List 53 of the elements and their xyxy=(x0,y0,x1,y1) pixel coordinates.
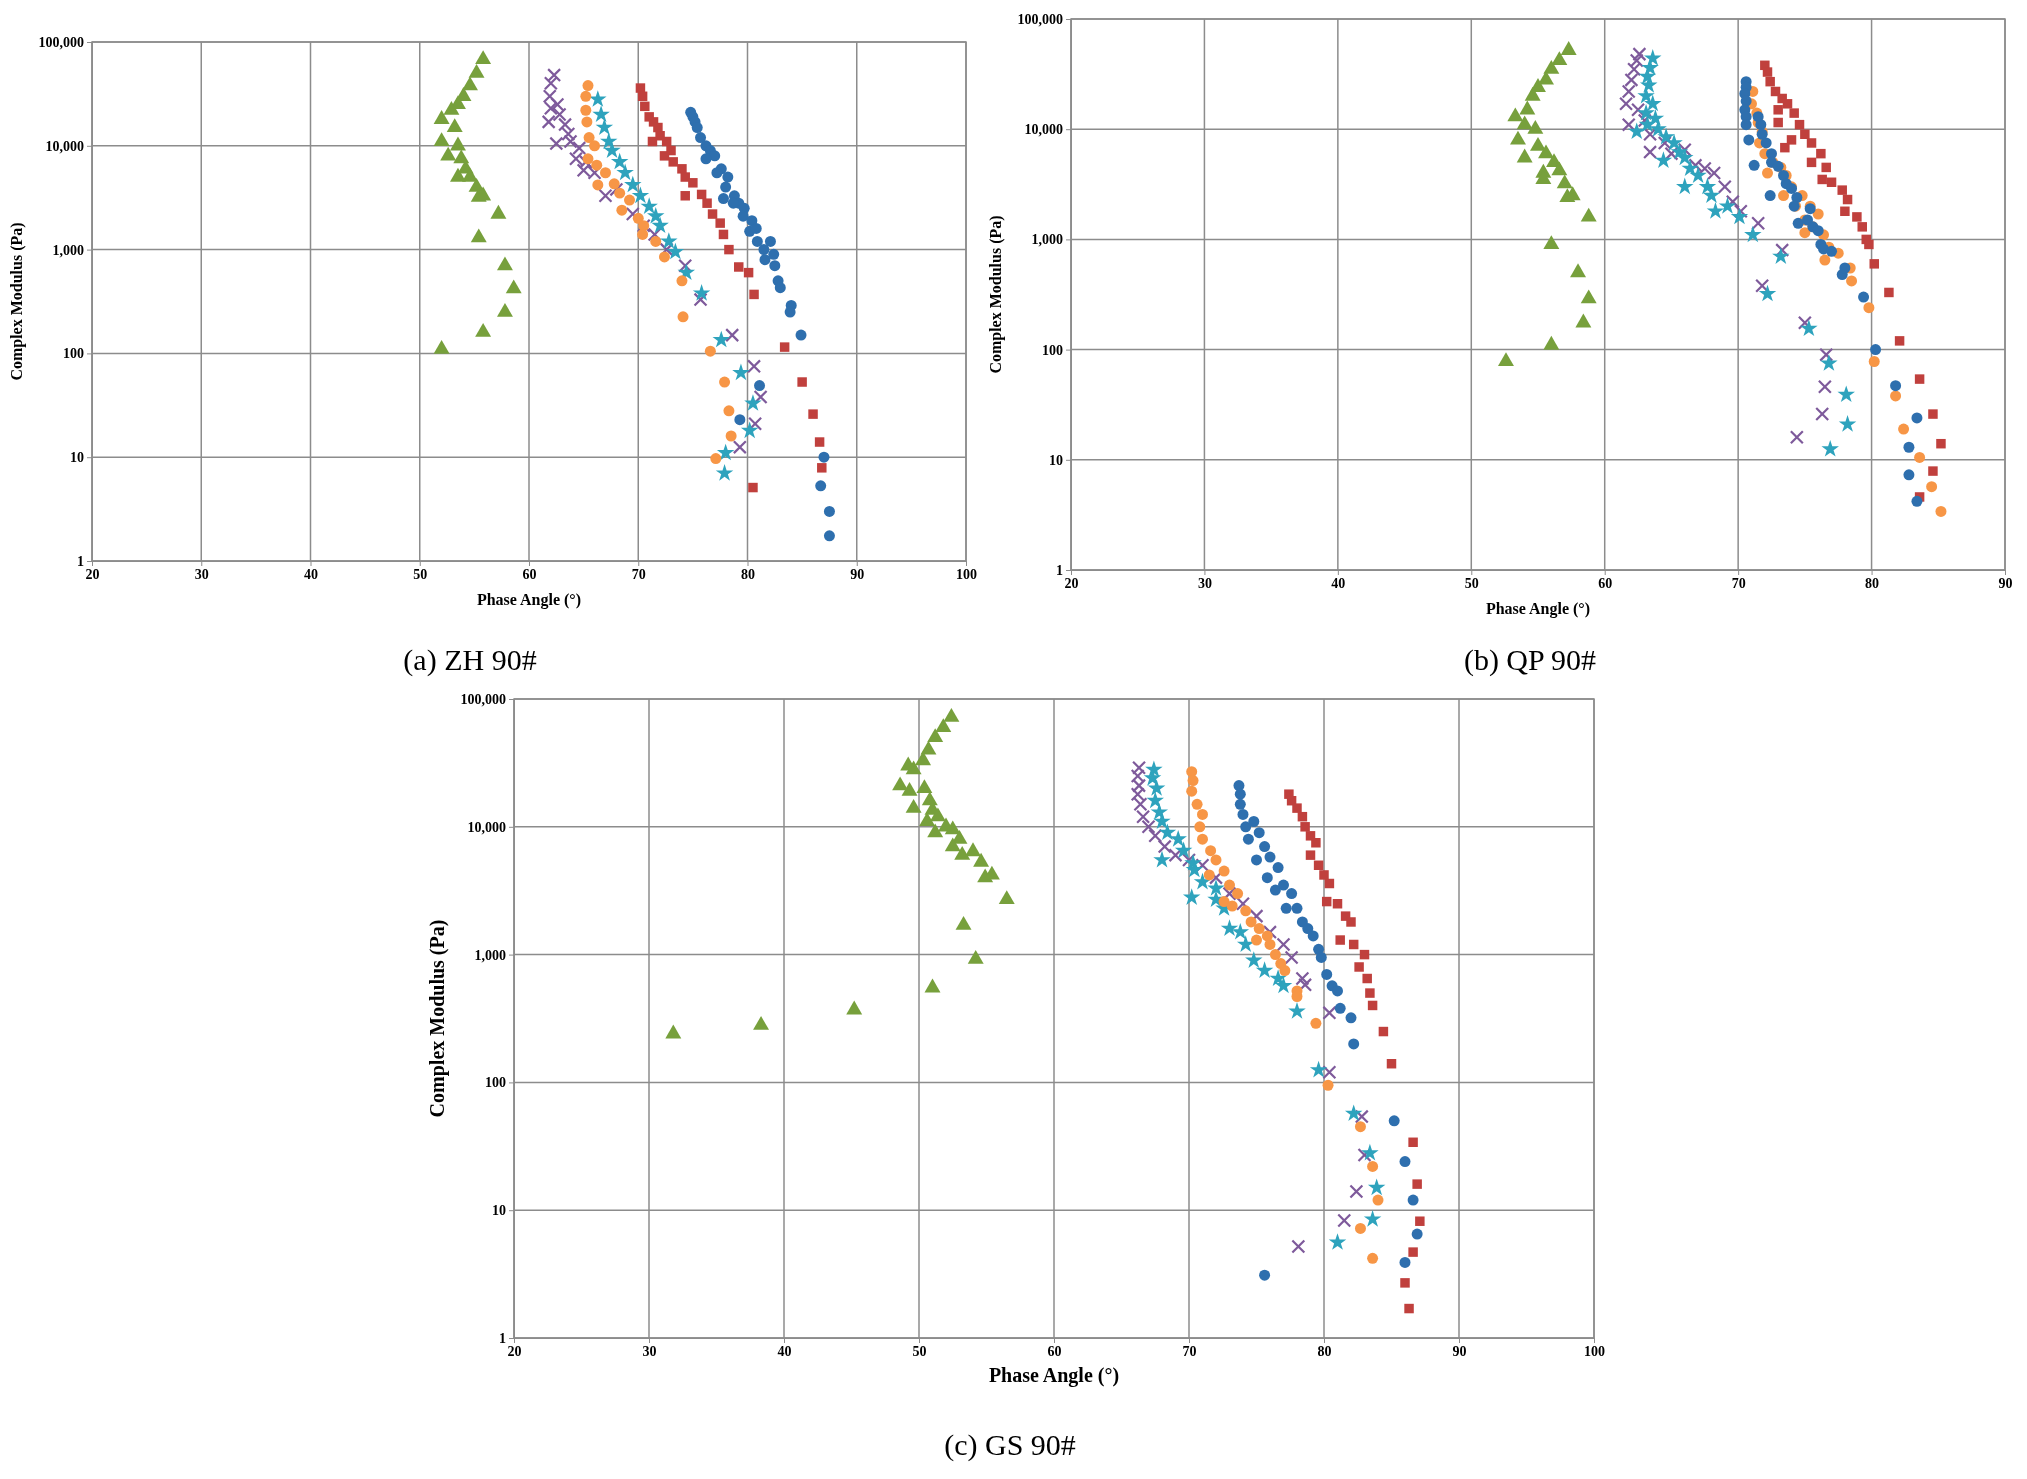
x-tick-label: 60 xyxy=(522,566,537,582)
x-tick-label: 90 xyxy=(1998,575,2013,591)
x-tick-label: 70 xyxy=(1731,575,1746,591)
y-tick-label: 1 xyxy=(1056,562,1063,578)
y-axis-title: Complex Modulus (Pa) xyxy=(426,919,449,1118)
x-tick-label: 30 xyxy=(194,566,209,582)
y-tick-label: 100 xyxy=(485,1075,506,1091)
y-tick-label: 10 xyxy=(70,450,84,466)
x-tick-label: 60 xyxy=(1598,575,1613,591)
y-tick-label: 100 xyxy=(1042,342,1063,358)
y-tick-label: 10,000 xyxy=(1024,122,1063,138)
x-tick-label: 60 xyxy=(1047,1343,1062,1359)
y-tick-label: 1,000 xyxy=(52,242,84,258)
x-axis-title: Phase Angle (°) xyxy=(476,591,582,609)
y-tick-label: 10,000 xyxy=(45,138,84,154)
x-tick-label: 20 xyxy=(1064,575,1079,591)
x-tick-label: 20 xyxy=(507,1343,522,1359)
x-tick-label: 70 xyxy=(631,566,646,582)
x-tick-label: 80 xyxy=(1317,1343,1332,1359)
y-tick-label: 10 xyxy=(492,1203,506,1219)
y-tick-label: 1 xyxy=(499,1330,506,1346)
y-tick-label: 10 xyxy=(1049,452,1063,468)
x-tick-label: 50 xyxy=(1464,575,1479,591)
x-tick-label: 90 xyxy=(1452,1343,1467,1359)
y-axis-title: Complex Modulus (Pa) xyxy=(987,215,1005,374)
x-tick-label: 30 xyxy=(642,1343,657,1359)
x-tick-label: 20 xyxy=(85,566,100,582)
y-tick-label: 100 xyxy=(63,346,84,362)
x-tick-label: 100 xyxy=(1584,1343,1605,1359)
y-axis-title: Complex Modulus (Pa) xyxy=(8,222,26,381)
x-tick-label: 40 xyxy=(777,1343,792,1359)
x-tick-label: 100 xyxy=(956,566,977,582)
x-tick-label: 80 xyxy=(1865,575,1880,591)
y-tick-label: 1,000 xyxy=(1031,232,1063,248)
x-axis-title: Phase Angle (°) xyxy=(988,1364,1120,1387)
x-tick-label: 40 xyxy=(304,566,318,582)
x-tick-label: 90 xyxy=(850,566,865,582)
y-tick-label: 100,000 xyxy=(460,691,506,707)
x-tick-label: 50 xyxy=(912,1343,927,1359)
x-tick-label: 40 xyxy=(1331,575,1346,591)
y-tick-label: 100,000 xyxy=(1017,11,1063,27)
y-tick-label: 1,000 xyxy=(474,947,506,963)
y-tick-label: 10,000 xyxy=(467,819,506,835)
y-tick-label: 1 xyxy=(77,553,84,569)
x-tick-label: 50 xyxy=(413,566,428,582)
x-axis-title: Phase Angle (°) xyxy=(1485,600,1591,618)
text: (b) QP 90# xyxy=(1463,643,1597,677)
text: (a) ZH 90# xyxy=(403,643,537,677)
y-tick-label: 100,000 xyxy=(38,34,84,50)
text: (c) GS 90# xyxy=(944,1428,1076,1462)
x-tick-label: 70 xyxy=(1182,1343,1197,1359)
x-tick-label: 80 xyxy=(741,566,755,582)
x-tick-label: 30 xyxy=(1197,575,1212,591)
